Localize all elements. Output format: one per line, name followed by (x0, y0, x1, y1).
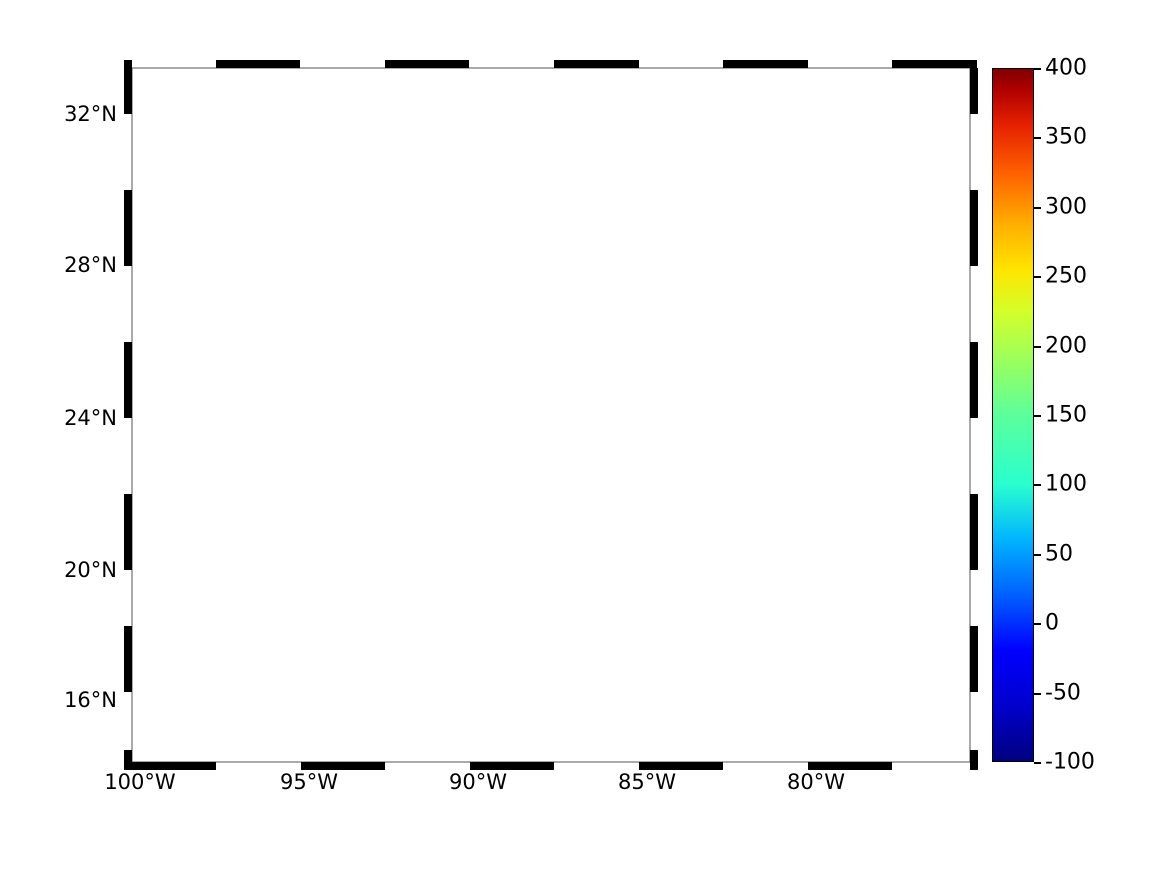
x-tick-label: 95°W (280, 770, 338, 794)
colorbar-tick-group: 400 350 300 250 200 150 100 50 0 -50 -10… (1034, 56, 1154, 775)
colorbar-tick (1034, 693, 1041, 695)
colorbar-tick-label: 400 (1045, 55, 1087, 81)
colorbar-tick-label: -50 (1045, 680, 1081, 706)
colorbar-tick-label: 250 (1045, 263, 1087, 289)
map-plot-area[interactable] (132, 68, 970, 762)
colorbar-tick-label: -100 (1045, 749, 1095, 775)
colorbar-tick (1034, 276, 1041, 278)
x-tick-label: 100°W (104, 770, 176, 794)
colorbar-tick-label: 200 (1045, 333, 1087, 359)
y-tick-label: 24°N (64, 406, 117, 430)
colorbar-tick-label: 150 (1045, 402, 1087, 428)
colorbar-tick (1034, 484, 1041, 486)
x-tick-label: 80°W (787, 770, 845, 794)
colorbar-tick-label: 300 (1045, 194, 1087, 220)
x-tick-label: 85°W (618, 770, 676, 794)
colorbar-tick-label: 350 (1045, 124, 1087, 150)
map-field-svg (132, 68, 970, 762)
colorbar-tick (1034, 346, 1041, 348)
colorbar-tick (1034, 207, 1041, 209)
y-tick-label: 28°N (64, 253, 117, 277)
colorbar-tick-label: 50 (1045, 541, 1073, 567)
colorbar-tick (1034, 623, 1041, 625)
y-tick-label: 20°N (64, 558, 117, 582)
colorbar-tick-label: 0 (1045, 610, 1059, 636)
colorbar-tick (1034, 554, 1041, 556)
y-tick-label: 16°N (64, 688, 117, 712)
y-tick-label: 32°N (64, 102, 117, 126)
x-tick-label: 90°W (449, 770, 507, 794)
colorbar-tick-label: 100 (1045, 471, 1087, 497)
map-raster-clip (132, 68, 970, 762)
colorbar-tick (1034, 68, 1041, 70)
colorbar-tick (1034, 415, 1041, 417)
colorbar[interactable] (992, 68, 1034, 762)
colorbar-tick (1034, 137, 1041, 139)
colorbar-tick (1034, 762, 1041, 764)
